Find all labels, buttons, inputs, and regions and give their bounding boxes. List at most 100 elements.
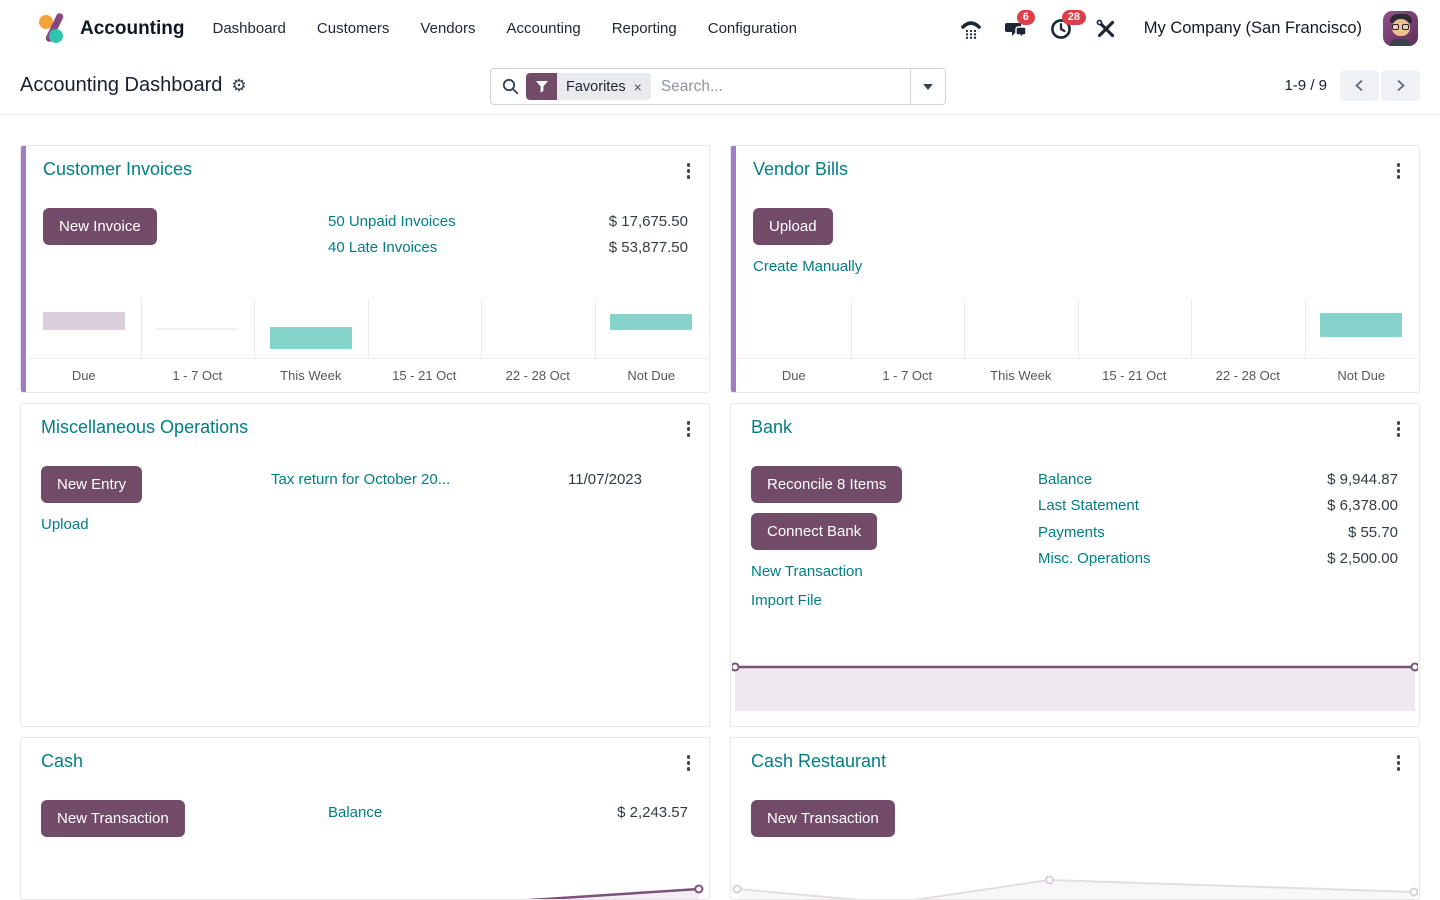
control-panel: Accounting Dashboard ⚙ Favorites × 1-9 /… [0, 57, 1440, 115]
card-vendor-bills: Vendor Bills Upload Create Manually Due 1… [730, 145, 1420, 393]
dashboard-kanban: Customer Invoices New Invoice 50 Unpaid … [0, 115, 1440, 900]
x-axis-labels: Due 1 - 7 Oct This Week 15 - 21 Oct 22 - 28 … [27, 359, 708, 391]
search-input[interactable] [650, 77, 910, 96]
kebab-menu-icon[interactable] [684, 418, 694, 440]
menu-vendors[interactable]: Vendors [420, 20, 476, 37]
app-name[interactable]: Accounting [80, 17, 185, 39]
x-axis-label: This Week [990, 367, 1052, 383]
x-axis-label: Due [781, 367, 806, 383]
card-title[interactable]: Cash [41, 751, 84, 771]
activity-clock-icon[interactable]: 28 [1049, 9, 1087, 41]
card-title[interactable]: Miscellaneous Operations [41, 417, 249, 437]
card-customer-invoices: Customer Invoices New Invoice 50 Unpaid … [20, 145, 710, 393]
card-title[interactable]: Bank [751, 417, 793, 437]
bar[interactable] [156, 327, 239, 331]
card-title[interactable]: Vendor Bills [753, 159, 849, 179]
bar[interactable] [42, 311, 125, 330]
data-point-marker[interactable] [694, 884, 704, 894]
misc-operations-amount: $ 2,500.00 [1327, 550, 1398, 568]
x-axis-labels: Due 1 - 7 Oct This Week 15 - 21 Oct 22 - 28 … [737, 359, 1418, 391]
new-transaction-button[interactable]: New Transaction [41, 800, 185, 837]
x-axis-label: 1 - 7 Oct [172, 367, 223, 383]
x-axis-label: Not Due [1337, 367, 1386, 383]
stat-row: Misc. Operations $ 2,500.00 [1038, 546, 1398, 573]
create-manually-link[interactable]: Create Manually [753, 258, 863, 275]
bar[interactable] [269, 326, 352, 350]
misc-operations-link[interactable]: Misc. Operations [1038, 550, 1151, 568]
line-chart-svg [732, 662, 1418, 711]
upload-button[interactable]: Upload [753, 208, 833, 245]
kebab-menu-icon[interactable] [684, 752, 694, 774]
payments-link[interactable]: Payments [1038, 523, 1105, 541]
facet-close-icon[interactable]: × [633, 78, 642, 95]
cash-balance-line-chart [22, 874, 708, 899]
logo-orange-dot [39, 15, 53, 29]
company-switcher[interactable]: My Company (San Francisco) [1143, 19, 1362, 37]
menu-dashboard[interactable]: Dashboard [212, 20, 286, 37]
user-avatar[interactable] [1383, 11, 1418, 46]
kebab-menu-icon[interactable] [684, 160, 694, 182]
late-invoices-amount: $ 53,877.50 [608, 239, 688, 257]
pager-previous-button[interactable] [1340, 70, 1379, 101]
line-area-fill [737, 880, 1414, 899]
bar[interactable] [1320, 312, 1403, 338]
accounting-app-logo-icon[interactable] [38, 11, 71, 46]
balance-link[interactable]: Balance [328, 803, 383, 821]
search-facet-favorites[interactable]: Favorites × [526, 73, 651, 100]
activities-count-badge: 28 [1061, 9, 1087, 25]
logo-teal-dot [49, 29, 63, 43]
pager-next-button[interactable] [1381, 70, 1420, 101]
card-title[interactable]: Customer Invoices [43, 159, 193, 179]
top-navbar: Accounting Dashboard Customers Vendors A… [0, 0, 1440, 57]
new-entry-button[interactable]: New Entry [41, 466, 143, 503]
bar[interactable] [610, 313, 693, 330]
filter-funnel-icon [526, 73, 557, 100]
tax-return-link[interactable]: Tax return for October 20... [271, 470, 451, 488]
menu-accounting[interactable]: Accounting [506, 20, 581, 37]
x-axis-label: 1 - 7 Oct [882, 367, 933, 383]
data-point-marker[interactable] [732, 884, 742, 894]
card-title[interactable]: Cash Restaurant [751, 751, 887, 771]
kebab-menu-icon[interactable] [1394, 752, 1404, 774]
x-axis-label: 22 - 28 Oct [505, 367, 570, 383]
unpaid-invoices-link[interactable]: 50 Unpaid Invoices [328, 212, 456, 230]
new-invoice-button[interactable]: New Invoice [43, 208, 157, 245]
bills-bar-chart: Due 1 - 7 Oct This Week 15 - 21 Oct 22 - 28 … [737, 299, 1418, 392]
chat-bubbles-icon[interactable]: 6 [1004, 9, 1035, 41]
search-options-toggle[interactable] [910, 69, 945, 104]
kebab-menu-icon[interactable] [1394, 418, 1404, 440]
data-point-marker[interactable] [1410, 662, 1418, 672]
bar-plot-area [737, 299, 1418, 359]
data-point-marker[interactable] [1044, 875, 1055, 885]
late-invoices-link[interactable]: 40 Late Invoices [328, 239, 438, 257]
menu-configuration[interactable]: Configuration [707, 20, 797, 37]
phone-icon[interactable] [959, 17, 983, 41]
kebab-menu-icon[interactable] [1394, 160, 1404, 182]
search-bar[interactable]: Favorites × [490, 68, 946, 105]
line-area-fill [499, 889, 699, 899]
upload-link[interactable]: Upload [41, 516, 89, 533]
menu-reporting[interactable]: Reporting [611, 20, 677, 37]
line-series [737, 878, 1414, 899]
bar-plot-area [27, 299, 708, 359]
last-statement-link[interactable]: Last Statement [1038, 497, 1139, 515]
import-file-link[interactable]: Import File [751, 592, 822, 609]
tools-icon[interactable] [1094, 17, 1118, 41]
menu-customers[interactable]: Customers [316, 20, 390, 37]
data-point-marker[interactable] [732, 662, 740, 672]
chevron-right-icon [1397, 79, 1405, 92]
search-icon [502, 78, 519, 95]
gridline [140, 299, 142, 358]
balance-link[interactable]: Balance [1038, 470, 1093, 488]
gear-icon[interactable]: ⚙ [231, 76, 247, 95]
line-chart-svg [732, 875, 1418, 899]
balance-amount: $ 2,243.57 [617, 803, 688, 821]
connect-bank-button[interactable]: Connect Bank [751, 513, 878, 550]
new-transaction-button[interactable]: New Transaction [751, 800, 895, 837]
gridline [964, 299, 965, 358]
reconcile-items-button[interactable]: Reconcile 8 Items [751, 466, 903, 503]
data-point-marker[interactable] [1409, 887, 1418, 897]
messages-count-badge: 6 [1016, 9, 1035, 25]
new-transaction-link[interactable]: New Transaction [751, 563, 863, 580]
stat-row: 40 Late Invoices $ 53,877.50 [328, 235, 688, 262]
